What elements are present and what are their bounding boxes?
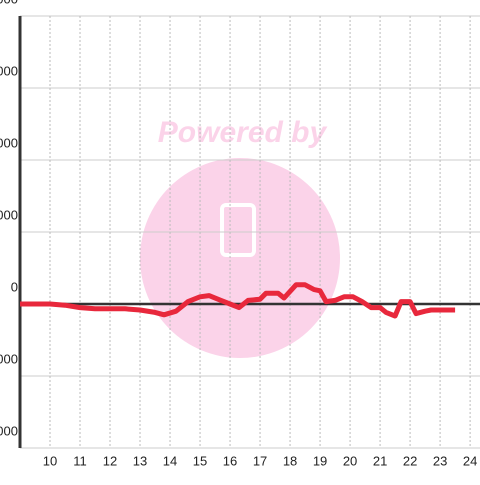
x-tick-label: 10 xyxy=(43,453,57,468)
x-tick-label: 23 xyxy=(433,453,447,468)
x-tick-label: 12 xyxy=(103,453,117,468)
x-tick-label: 16 xyxy=(223,453,237,468)
x-tick-label: 21 xyxy=(373,453,387,468)
watermark-text: Powered by xyxy=(158,116,328,149)
watermark-icon xyxy=(220,203,256,257)
x-tick-label: 24 xyxy=(463,453,477,468)
x-tick-label: 19 xyxy=(313,453,327,468)
x-tick-label: 11 xyxy=(73,453,87,468)
x-tick-label: 20 xyxy=(343,453,357,468)
x-tick-label: 17 xyxy=(253,453,267,468)
y-tick-label: -6,000 xyxy=(0,423,18,438)
y-tick-label: 9,000 xyxy=(0,63,18,78)
data-line xyxy=(20,282,456,319)
x-tick-label: 22 xyxy=(403,453,417,468)
x-tick-label: 13 xyxy=(133,453,147,468)
y-tick-label: 6,000 xyxy=(0,135,18,150)
y-tick-label: 12,000 xyxy=(0,0,18,6)
x-tick-label: 14 xyxy=(163,453,177,468)
y-tick-label: -3,000 xyxy=(0,351,18,366)
x-tick-label: 15 xyxy=(193,453,207,468)
y-tick-label: 0 xyxy=(11,279,18,294)
x-tick-label: 18 xyxy=(283,453,297,468)
y-tick-label: 3,000 xyxy=(0,207,18,222)
